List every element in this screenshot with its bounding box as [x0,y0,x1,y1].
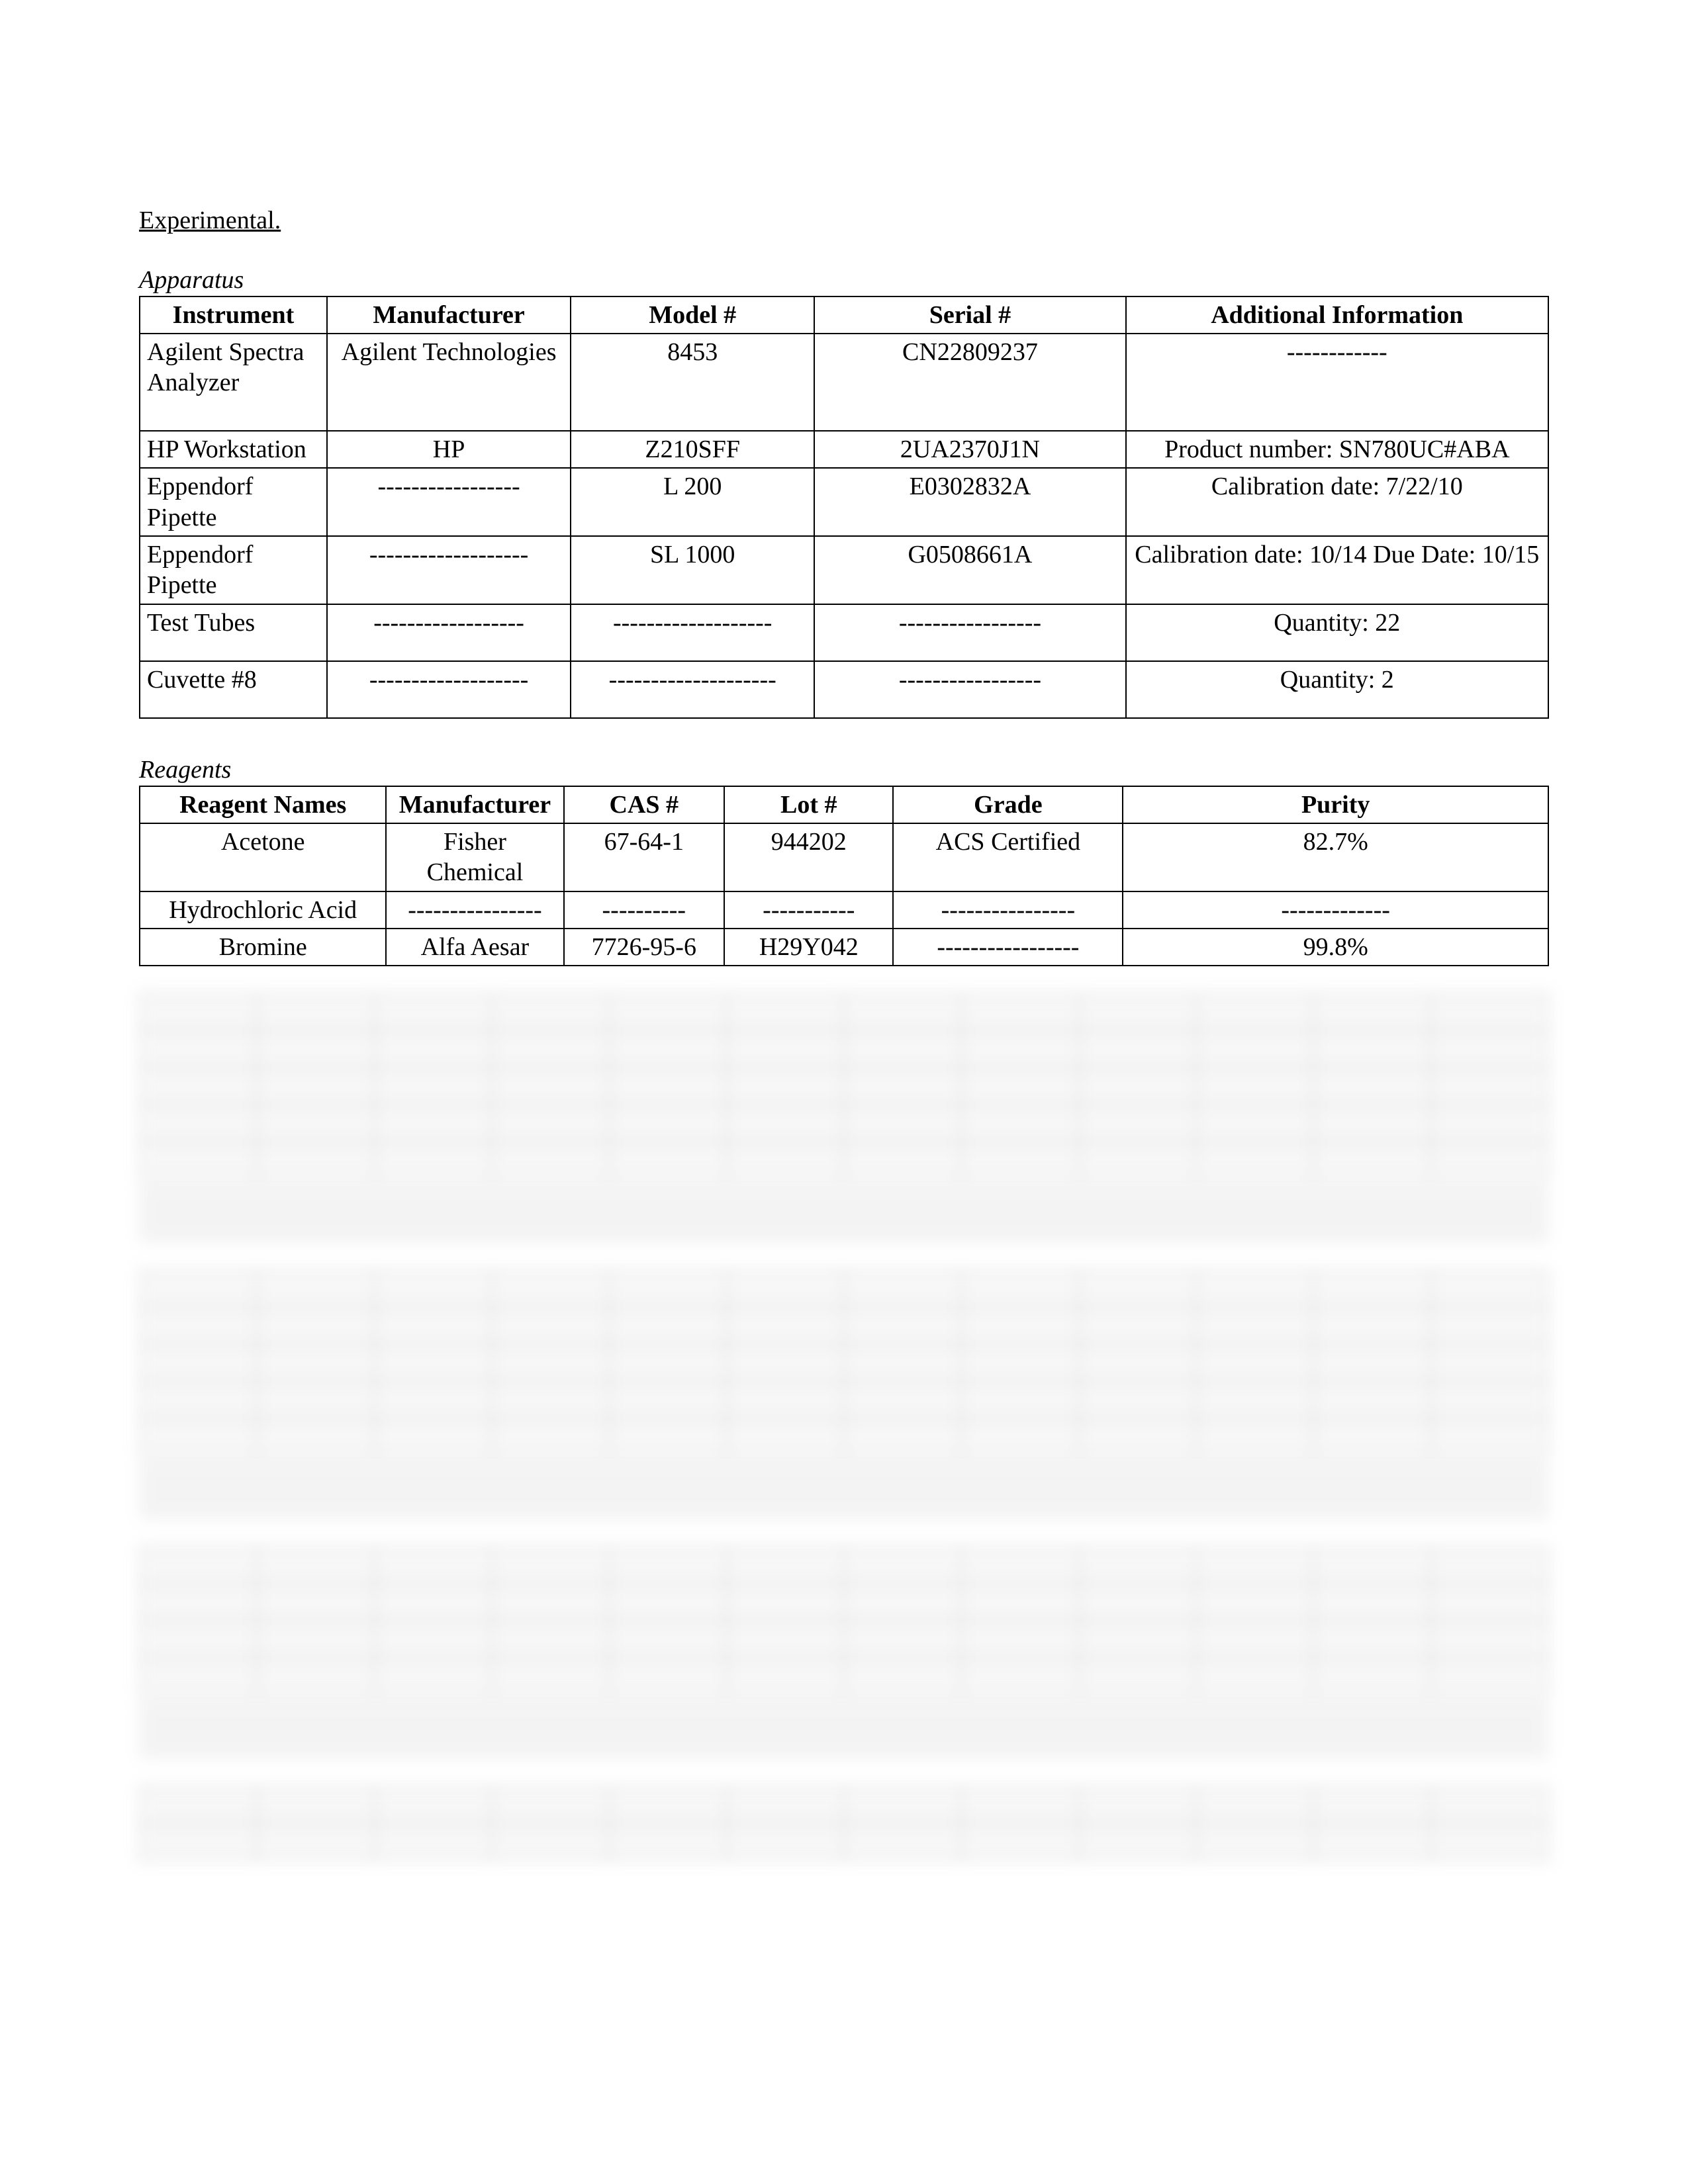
apparatus-cell-model: -------------------- [571,661,814,718]
reagents-row: BromineAlfa Aesar7726-95-6H29Y042-------… [140,929,1548,966]
apparatus-header-row: Instrument Manufacturer Model # Serial #… [140,296,1548,334]
reagents-cell-grade: ----------------- [893,929,1123,966]
reagents-cell-cas: 7726-95-6 [564,929,725,966]
apparatus-cell-serial: G0508661A [814,536,1125,604]
apparatus-row: Eppendorf Pipette-----------------L 200E… [140,468,1548,536]
reagents-cell-purity: 99.8% [1123,929,1548,966]
apparatus-cell-manufacturer: ------------------- [327,536,571,604]
apparatus-cell-info: ------------ [1126,334,1548,431]
apparatus-cell-info: Calibration date: 10/14 Due Date: 10/15 [1126,536,1548,604]
apparatus-cell-info: Quantity: 2 [1126,661,1548,718]
reagents-cell-lot: H29Y042 [724,929,893,966]
apparatus-cell-info: Quantity: 22 [1126,604,1548,661]
apparatus-col-manufacturer: Manufacturer [327,296,571,334]
apparatus-cell-instrument: HP Workstation [140,431,327,468]
apparatus-row: Test Tubes------------------------------… [140,604,1548,661]
section-title-experimental: Experimental. [139,205,1549,236]
reagents-cell-purity: ------------- [1123,891,1548,929]
reagents-col-lot: Lot # [724,786,893,823]
reagents-col-grade: Grade [893,786,1123,823]
apparatus-cell-manufacturer: HP [327,431,571,468]
apparatus-cell-manufacturer: Agilent Technologies [327,334,571,431]
apparatus-cell-serial: ----------------- [814,661,1125,718]
apparatus-cell-serial: CN22809237 [814,334,1125,431]
apparatus-cell-info: Product number: SN780UC#ABA [1126,431,1548,468]
apparatus-col-model: Model # [571,296,814,334]
apparatus-cell-instrument: Cuvette #8 [140,661,327,718]
reagents-cell-cas: ---------- [564,891,725,929]
apparatus-cell-info: Calibration date: 7/22/10 [1126,468,1548,536]
apparatus-cell-instrument: Test Tubes [140,604,327,661]
apparatus-cell-model: 8453 [571,334,814,431]
apparatus-cell-serial: ----------------- [814,604,1125,661]
apparatus-cell-instrument: Agilent Spectra Analyzer [140,334,327,431]
blurred-unreadable-region [139,993,1549,1861]
reagents-cell-manufacturer: ---------------- [386,891,563,929]
apparatus-cell-model: SL 1000 [571,536,814,604]
reagents-col-name: Reagent Names [140,786,386,823]
reagents-cell-name: Hydrochloric Acid [140,891,386,929]
apparatus-cell-instrument: Eppendorf Pipette [140,536,327,604]
subheading-reagents: Reagents [139,754,1549,785]
apparatus-cell-model: Z210SFF [571,431,814,468]
apparatus-row: Agilent Spectra AnalyzerAgilent Technolo… [140,334,1548,431]
subheading-apparatus: Apparatus [139,265,1549,295]
apparatus-cell-manufacturer: ------------------- [327,661,571,718]
apparatus-row: Cuvette #8------------------------------… [140,661,1548,718]
apparatus-cell-serial: 2UA2370J1N [814,431,1125,468]
apparatus-row: Eppendorf Pipette-------------------SL 1… [140,536,1548,604]
reagents-cell-purity: 82.7% [1123,823,1548,891]
apparatus-col-info: Additional Information [1126,296,1548,334]
reagents-row: Hydrochloric Acid-----------------------… [140,891,1548,929]
reagents-table: Reagent Names Manufacturer CAS # Lot # G… [139,786,1549,967]
reagents-cell-name: Bromine [140,929,386,966]
apparatus-cell-manufacturer: ----------------- [327,468,571,536]
apparatus-table: Instrument Manufacturer Model # Serial #… [139,296,1549,719]
apparatus-cell-instrument: Eppendorf Pipette [140,468,327,536]
apparatus-row: HP WorkstationHPZ210SFF2UA2370J1NProduct… [140,431,1548,468]
apparatus-cell-model: L 200 [571,468,814,536]
reagents-header-row: Reagent Names Manufacturer CAS # Lot # G… [140,786,1548,823]
reagents-cell-name: Acetone [140,823,386,891]
reagents-cell-grade: ---------------- [893,891,1123,929]
reagents-cell-lot: ----------- [724,891,893,929]
apparatus-cell-serial: E0302832A [814,468,1125,536]
reagents-row: AcetoneFisher Chemical67-64-1944202ACS C… [140,823,1548,891]
reagents-cell-manufacturer: Fisher Chemical [386,823,563,891]
reagents-cell-lot: 944202 [724,823,893,891]
apparatus-cell-model: ------------------- [571,604,814,661]
apparatus-col-instrument: Instrument [140,296,327,334]
reagents-col-purity: Purity [1123,786,1548,823]
reagents-col-manufacturer: Manufacturer [386,786,563,823]
reagents-cell-manufacturer: Alfa Aesar [386,929,563,966]
apparatus-cell-manufacturer: ------------------ [327,604,571,661]
reagents-cell-grade: ACS Certified [893,823,1123,891]
reagents-cell-cas: 67-64-1 [564,823,725,891]
reagents-col-cas: CAS # [564,786,725,823]
apparatus-col-serial: Serial # [814,296,1125,334]
